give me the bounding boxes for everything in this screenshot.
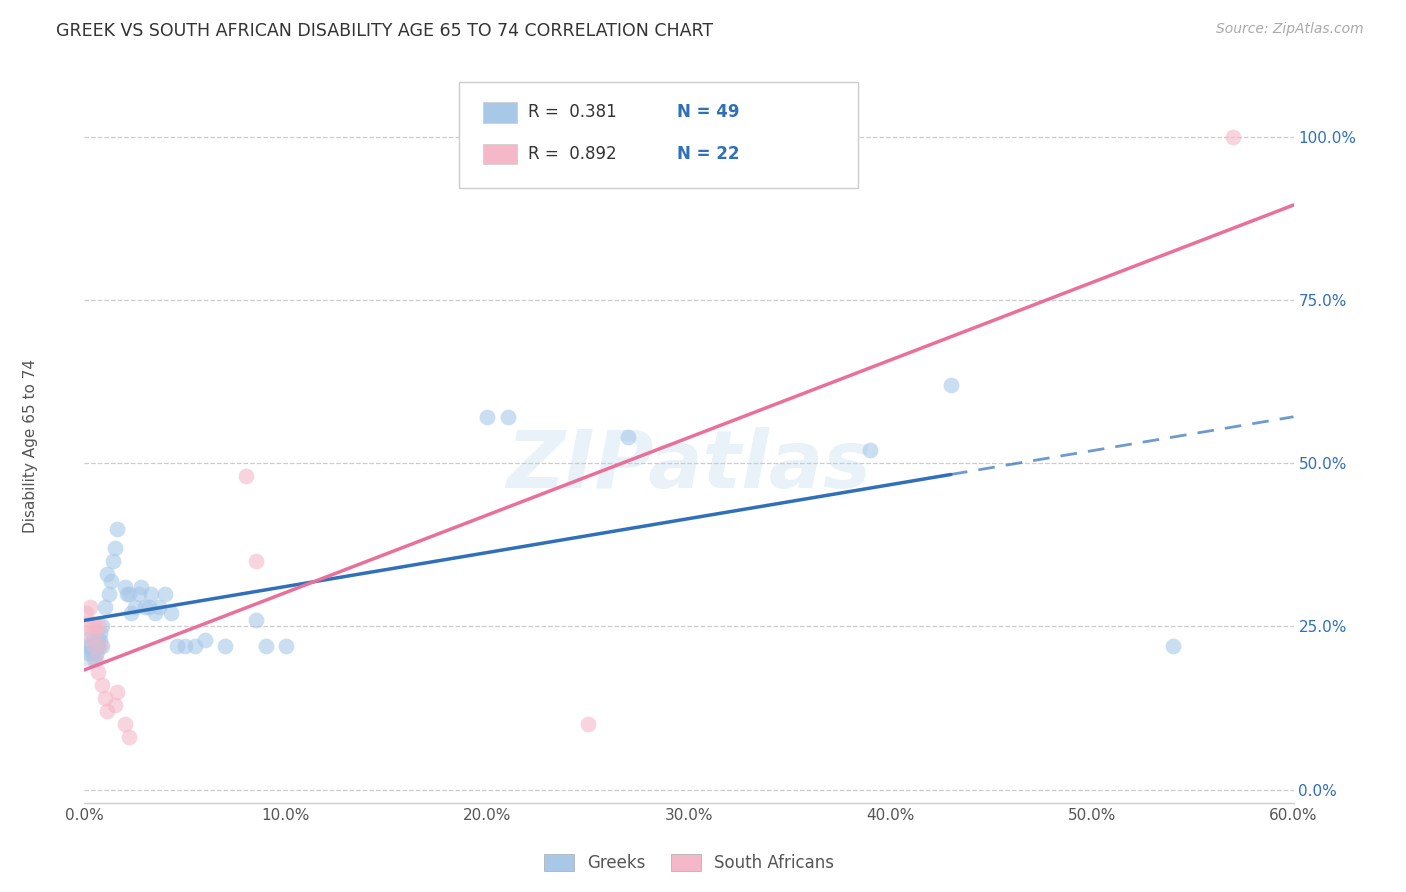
Point [235,469,257,483]
Text: Disability Age 65 to 74: Disability Age 65 to 74 [24,359,38,533]
FancyBboxPatch shape [484,144,517,164]
Point [105,685,128,699]
Point [91,619,114,633]
Point [114,580,136,594]
Point [120,607,142,621]
Point [153,587,176,601]
Point [82,626,104,640]
Point [194,632,217,647]
Point [100,574,122,588]
Point [82,646,104,660]
Point [93,599,115,614]
Point [128,587,150,601]
Point [104,541,127,555]
Point [138,599,160,614]
Point [83,652,105,666]
Point [93,691,115,706]
Point [115,587,138,601]
Point [118,587,141,601]
Point [617,430,640,444]
Point [86,639,108,653]
Point [97,587,120,601]
Point [214,639,236,653]
Point [859,443,882,458]
Point [477,410,499,425]
Point [160,607,183,621]
Point [87,665,110,680]
Point [1161,639,1184,653]
Point [274,639,297,653]
Point [496,410,519,425]
Point [124,599,146,614]
Point [77,646,100,660]
Point [86,646,108,660]
Point [75,639,97,653]
Point [86,652,108,666]
Point [148,599,170,614]
Point [139,587,162,601]
Point [104,698,127,712]
Point [89,626,111,640]
Point [79,599,101,614]
Point [83,619,105,633]
Point [245,554,267,568]
FancyBboxPatch shape [460,82,858,188]
Point [83,632,105,647]
Point [91,639,114,653]
Text: Source: ZipAtlas.com: Source: ZipAtlas.com [1216,22,1364,37]
Point [118,731,141,745]
Point [245,613,267,627]
Point [86,639,108,653]
Point [939,377,962,392]
Point [166,639,188,653]
Point [105,521,128,535]
Point [174,639,197,653]
Point [89,632,111,647]
Point [87,632,110,647]
Point [96,705,118,719]
Point [576,717,599,731]
Text: N = 49: N = 49 [676,103,740,121]
Point [77,642,100,657]
Text: R =  0.381: R = 0.381 [529,103,617,121]
Text: R =  0.892: R = 0.892 [529,145,617,163]
Point [1222,129,1244,144]
Point [254,639,277,653]
Point [75,607,97,621]
Point [114,717,136,731]
Legend: Greeks, South Africans: Greeks, South Africans [537,847,841,879]
Point [87,619,110,633]
Point [83,639,105,653]
Point [91,678,114,692]
Point [89,639,111,653]
FancyBboxPatch shape [484,102,517,122]
Text: ZIPatlas: ZIPatlas [506,427,872,506]
Point [87,639,110,653]
Point [79,639,101,653]
Point [143,607,166,621]
Point [134,599,156,614]
Text: N = 22: N = 22 [676,145,740,163]
Point [101,554,124,568]
Text: GREEK VS SOUTH AFRICAN DISABILITY AGE 65 TO 74 CORRELATION CHART: GREEK VS SOUTH AFRICAN DISABILITY AGE 65… [56,22,713,40]
Point [96,567,118,582]
Point [77,619,100,633]
Point [77,623,100,637]
Point [129,580,152,594]
Point [184,639,207,653]
